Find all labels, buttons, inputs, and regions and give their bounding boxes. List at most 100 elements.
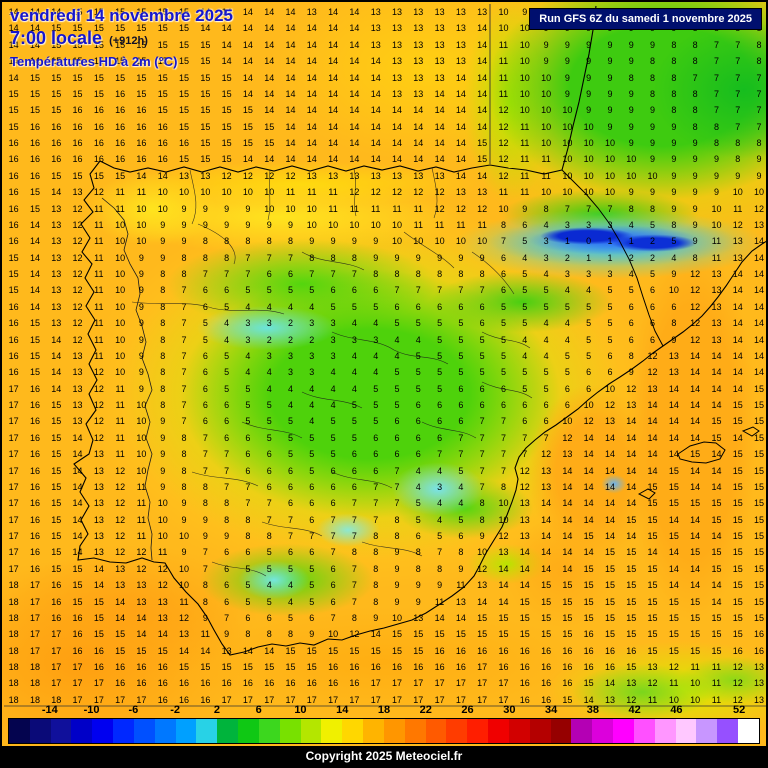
temp-value: 15 — [647, 531, 658, 541]
temp-value: 14 — [8, 23, 19, 34]
temp-value: 5 — [330, 432, 336, 443]
temp-value: 7 — [351, 269, 357, 279]
temp-value: 14 — [668, 449, 679, 460]
temp-value: 6 — [479, 301, 485, 312]
temp-value: 10 — [754, 187, 765, 198]
forecast-header: vendredi 14 novembre 2025 7:00 locale (+… — [10, 6, 233, 70]
temp-value: 16 — [413, 662, 424, 672]
temp-value: 14 — [711, 580, 722, 591]
temp-value: 8 — [181, 432, 187, 443]
temp-value: 8 — [735, 154, 741, 165]
temp-value: 12 — [72, 236, 83, 247]
temp-value: 5 — [500, 334, 506, 345]
scale-segment — [550, 719, 572, 743]
temp-value: 15 — [242, 121, 253, 132]
scale-label: 30 — [503, 704, 516, 716]
temp-value: 9 — [394, 596, 400, 607]
temp-value: 6 — [671, 301, 677, 312]
temp-row: 18 18 17 17 16 16 16 16 15 15 15 15 15 15 15 16 16 16 16 16… — [3, 659, 766, 675]
temp-value: 3 — [288, 350, 294, 361]
temp-value: 16 — [583, 662, 594, 672]
temp-value: 5 — [415, 383, 421, 394]
temp-value: 16 — [29, 514, 40, 525]
temp-value: 5 — [458, 465, 464, 476]
temp-value: 13 — [455, 7, 466, 17]
temp-value: 6 — [351, 465, 357, 476]
temp-value: 5 — [543, 301, 549, 312]
temp-value: 14 — [626, 416, 637, 427]
temp-value: 10 — [562, 105, 573, 116]
temp-value: 5 — [309, 580, 315, 591]
temp-value: 5 — [564, 350, 570, 361]
temp-value: 16 — [29, 170, 40, 181]
temp-value: 13 — [72, 416, 83, 427]
temp-value: 17 — [8, 514, 19, 525]
temp-value: 14 — [349, 121, 360, 132]
temp-value: 12 — [136, 563, 147, 574]
temp-value: 9 — [522, 7, 528, 17]
temp-value: 14 — [562, 514, 573, 525]
temp-value: 15 — [732, 400, 743, 410]
temp-value: 5 — [202, 318, 208, 329]
temp-value: 5 — [330, 449, 336, 460]
temp-value: 7 — [181, 334, 187, 345]
temp-value: 18 — [8, 580, 19, 591]
temp-value: 4 — [309, 383, 315, 394]
temp-value: 16 — [51, 138, 62, 148]
temp-value: 17 — [434, 694, 445, 705]
scale-segment — [133, 719, 155, 743]
temp-value: 3 — [351, 334, 357, 345]
temp-value: 10 — [647, 170, 658, 181]
temp-value: 16 — [604, 662, 615, 672]
temp-value: 8 — [202, 252, 208, 263]
temp-value: 11 — [94, 269, 104, 279]
temp-value: 10 — [541, 138, 552, 148]
temp-value: 8 — [415, 547, 421, 558]
temp-value: 13 — [51, 318, 62, 329]
temp-value: 14 — [264, 154, 275, 165]
temp-value: 14 — [136, 170, 147, 181]
temp-row: 18 17 17 16 15 15 14 14 13 11 9 8 8 8 9 10 12 14 15 15 15 15 1… — [3, 626, 766, 642]
scale-segment — [383, 719, 405, 743]
temp-value: 17 — [8, 563, 19, 574]
temp-value: 10 — [668, 694, 679, 705]
temp-value: 17 — [29, 629, 40, 640]
temp-value: 14 — [519, 547, 530, 558]
temp-value: 17 — [136, 694, 147, 705]
temp-value: 14 — [562, 465, 573, 476]
temp-value: 4 — [586, 285, 592, 296]
temp-value: 15 — [93, 39, 104, 50]
temp-value: 5 — [500, 350, 506, 361]
portugal-spain-border — [101, 197, 153, 561]
temp-value: 13 — [93, 498, 104, 509]
temp-value: 14 — [8, 7, 19, 17]
temp-value: 14 — [349, 154, 360, 165]
temp-value: 14 — [455, 88, 466, 99]
temp-value: 10 — [519, 72, 530, 83]
temp-value: 7 — [458, 449, 464, 460]
temp-value: 16 — [370, 662, 381, 672]
temp-value: 10 — [136, 219, 147, 230]
temp-value: 7 — [735, 39, 741, 50]
temp-value: 4 — [266, 367, 272, 378]
temp-value: 8 — [415, 563, 421, 574]
temp-value: 16 — [732, 645, 743, 656]
temp-value: 6 — [500, 383, 506, 394]
temp-value: 4 — [288, 301, 294, 312]
temp-value: 14 — [370, 629, 381, 640]
temp-value: 15 — [72, 72, 83, 83]
temp-value: 9 — [181, 498, 187, 509]
temp-value: 12 — [647, 350, 658, 361]
temp-value: 5 — [309, 449, 315, 460]
temp-value: 16 — [179, 138, 190, 148]
temp-value: 7 — [373, 498, 379, 509]
temp-value: 5 — [245, 383, 251, 394]
temp-value: 14 — [51, 334, 62, 345]
temp-value: 13 — [413, 72, 424, 83]
temp-value: 15 — [29, 187, 40, 198]
temp-value: 15 — [349, 645, 360, 656]
temp-value: 5 — [394, 383, 400, 394]
temp-value: 11 — [158, 547, 168, 558]
temp-value: 14 — [328, 7, 339, 17]
temp-value: 15 — [732, 596, 743, 607]
